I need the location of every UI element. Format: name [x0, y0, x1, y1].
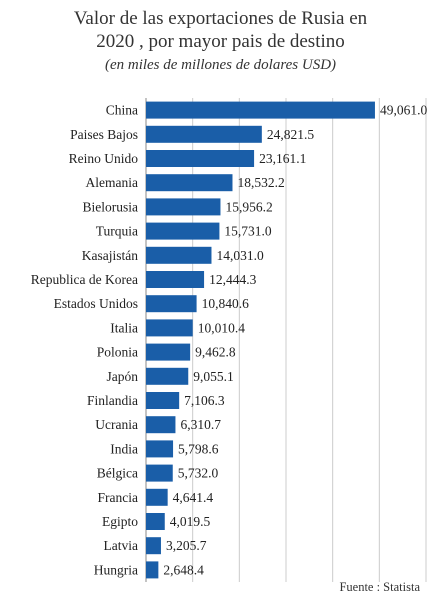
bar [146, 392, 180, 409]
category-label: Turquia [96, 224, 138, 239]
data-label: 23,161.1 [259, 151, 306, 166]
bar [146, 150, 255, 167]
data-label: 3,205.7 [166, 538, 207, 553]
category-label: Estados Unidos [54, 296, 138, 311]
bar [146, 222, 220, 240]
bar [146, 343, 191, 361]
bar [146, 416, 176, 434]
data-label: 2,648.4 [163, 562, 204, 577]
source-note: Fuente : Statista [339, 580, 420, 594]
data-label: 5,798.6 [178, 441, 219, 456]
bar [146, 367, 189, 385]
data-label: 14,031.0 [216, 248, 264, 263]
bar [146, 319, 193, 337]
category-label: Reino Unido [69, 151, 139, 166]
data-label: 7,106.3 [184, 393, 225, 408]
data-label: 24,821.5 [267, 127, 315, 142]
data-label: 49,061.0 [380, 103, 428, 118]
data-label: 4,641.4 [173, 490, 214, 505]
bar [146, 246, 212, 264]
bar [146, 125, 262, 143]
bar [146, 464, 173, 482]
category-label: Bielorusia [83, 199, 139, 214]
data-label: 5,732.0 [178, 466, 219, 481]
data-label: 6,310.7 [180, 417, 221, 432]
data-label: 12,444.3 [209, 272, 257, 287]
category-label: Republica de Korea [31, 272, 138, 287]
bar [146, 198, 221, 216]
category-label: Ucrania [95, 417, 138, 432]
data-label: 18,532.2 [237, 175, 284, 190]
category-label: Alemania [86, 175, 138, 190]
bar [146, 295, 197, 313]
category-label: China [106, 103, 138, 118]
chart-title-line-2: 2020 , por mayor pais de destino [96, 31, 345, 52]
bar [146, 537, 161, 555]
data-label: 9,462.8 [195, 345, 236, 360]
category-label: Finlandia [87, 393, 138, 408]
category-label: Paises Bajos [70, 127, 138, 142]
category-label: Latvia [104, 538, 138, 553]
bar [146, 488, 168, 506]
bar [146, 174, 233, 192]
chart-title-line-1: Valor de las exportaciones de Rusia en [73, 8, 368, 29]
category-label: Kasajistán [82, 248, 138, 263]
data-label: 15,956.2 [225, 199, 272, 214]
category-label: Bélgica [97, 466, 138, 481]
bar [146, 561, 159, 579]
data-label: 10,840.6 [202, 296, 250, 311]
bar [146, 440, 174, 458]
data-label: 4,019.5 [170, 514, 211, 529]
category-label: India [110, 441, 138, 456]
category-label: Japón [107, 369, 139, 384]
data-label: 15,731.0 [224, 224, 271, 239]
category-label: Egipto [102, 514, 138, 529]
category-label: Italia [110, 320, 138, 335]
category-label: Francia [98, 490, 138, 505]
data-label: 10,010.4 [198, 320, 246, 335]
bar [146, 513, 165, 530]
chart-subtitle: (en miles de millones de dolares USD) [104, 57, 337, 73]
category-label: Hungria [94, 562, 138, 577]
category-label: Polonia [97, 345, 138, 360]
bar [146, 101, 375, 119]
data-label: 9,055.1 [193, 369, 234, 384]
bar [146, 271, 205, 288]
